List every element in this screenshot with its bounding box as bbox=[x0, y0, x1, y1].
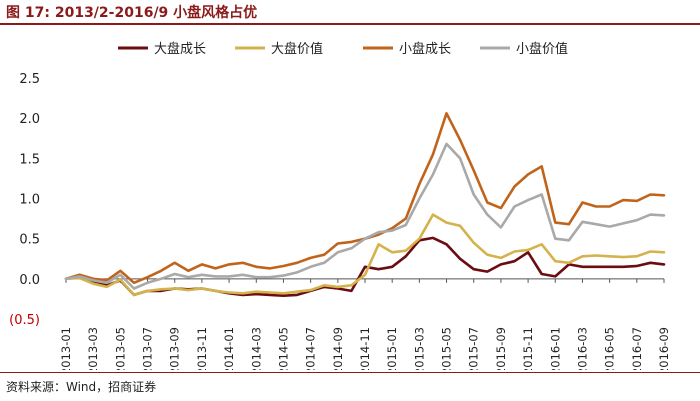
y-tick-label: (0.5) bbox=[9, 313, 40, 328]
y-tick-label: 1.0 bbox=[19, 193, 40, 208]
x-tick-label: 2016-03 bbox=[575, 327, 589, 370]
x-tick-label: 2015-11 bbox=[521, 327, 535, 370]
x-tick-label: 2013-05 bbox=[113, 327, 127, 370]
x-tick-label: 2015-05 bbox=[440, 327, 454, 370]
series-line-2 bbox=[64, 213, 666, 297]
legend-item-2: 大盘价值 bbox=[235, 41, 323, 57]
source-note: 资料来源：Wind，招商证券 bbox=[6, 380, 157, 394]
x-tick-label: 2014-03 bbox=[249, 327, 263, 370]
x-tick-label: 2015-07 bbox=[467, 327, 481, 370]
x-tick-label: 2013-11 bbox=[195, 327, 209, 370]
legend-label: 大盘成长 bbox=[154, 41, 206, 57]
legend-label: 小盘价值 bbox=[516, 41, 568, 57]
legend-item-3: 小盘成长 bbox=[363, 41, 451, 57]
x-tick-label: 2014-07 bbox=[304, 327, 318, 370]
x-tick-label: 2013-03 bbox=[86, 327, 100, 370]
y-tick-label: 1.5 bbox=[19, 152, 40, 167]
y-tick-label: 0.5 bbox=[19, 233, 40, 248]
y-tick-label: 2.0 bbox=[19, 112, 40, 127]
series-line-4 bbox=[64, 142, 666, 290]
x-tick-label: 2014-01 bbox=[222, 327, 236, 370]
x-tick-label: 2016-05 bbox=[603, 327, 617, 370]
x-tick-label: 2014-11 bbox=[358, 327, 372, 370]
x-tick-label: 2014-05 bbox=[276, 327, 290, 370]
figure-label: 图 17: bbox=[6, 5, 50, 21]
x-tick-label: 2014-09 bbox=[331, 327, 345, 370]
x-tick-label: 2016-09 bbox=[657, 327, 671, 370]
legend-item-4: 小盘价值 bbox=[480, 41, 568, 57]
y-tick-label: 2.5 bbox=[19, 72, 40, 87]
chart: 大盘成长 大盘价值 小盘成长 小盘价值 (0.5) 0.0 0.5 1.0 1.5 2.0 2.5… bbox=[9, 41, 671, 370]
x-tick-label: 2015-01 bbox=[385, 327, 399, 370]
series-line-1 bbox=[64, 236, 666, 298]
x-tick-label: 2013-07 bbox=[141, 327, 155, 370]
series-line-3 bbox=[64, 112, 666, 285]
x-tick-label: 2013-09 bbox=[168, 327, 182, 370]
series-layer bbox=[64, 112, 666, 298]
axes: (0.5) 0.0 0.5 1.0 1.5 2.0 2.5 2013-01 2013-03 201… bbox=[9, 72, 671, 370]
source-rule bbox=[0, 372, 700, 373]
x-tick-label: 2016-01 bbox=[548, 327, 562, 370]
figure-title: 图 17: 2013/2-2016/9 小盘风格占优 bbox=[6, 2, 257, 22]
legend: 大盘成长 大盘价值 小盘成长 小盘价值 bbox=[118, 41, 568, 57]
title-rule bbox=[0, 23, 700, 25]
legend-label: 小盘成长 bbox=[399, 41, 451, 57]
y-tick-label: 0.0 bbox=[19, 273, 40, 288]
legend-item-1: 大盘成长 bbox=[118, 41, 206, 57]
x-tick-label: 2015-03 bbox=[412, 327, 426, 370]
x-tick-label: 2016-07 bbox=[630, 327, 644, 370]
figure-title-text: 2013/2-2016/9 小盘风格占优 bbox=[54, 5, 258, 21]
x-tick-label: 2015-09 bbox=[494, 327, 508, 370]
legend-label: 大盘价值 bbox=[271, 41, 323, 57]
x-tick-label: 2013-01 bbox=[59, 327, 73, 370]
